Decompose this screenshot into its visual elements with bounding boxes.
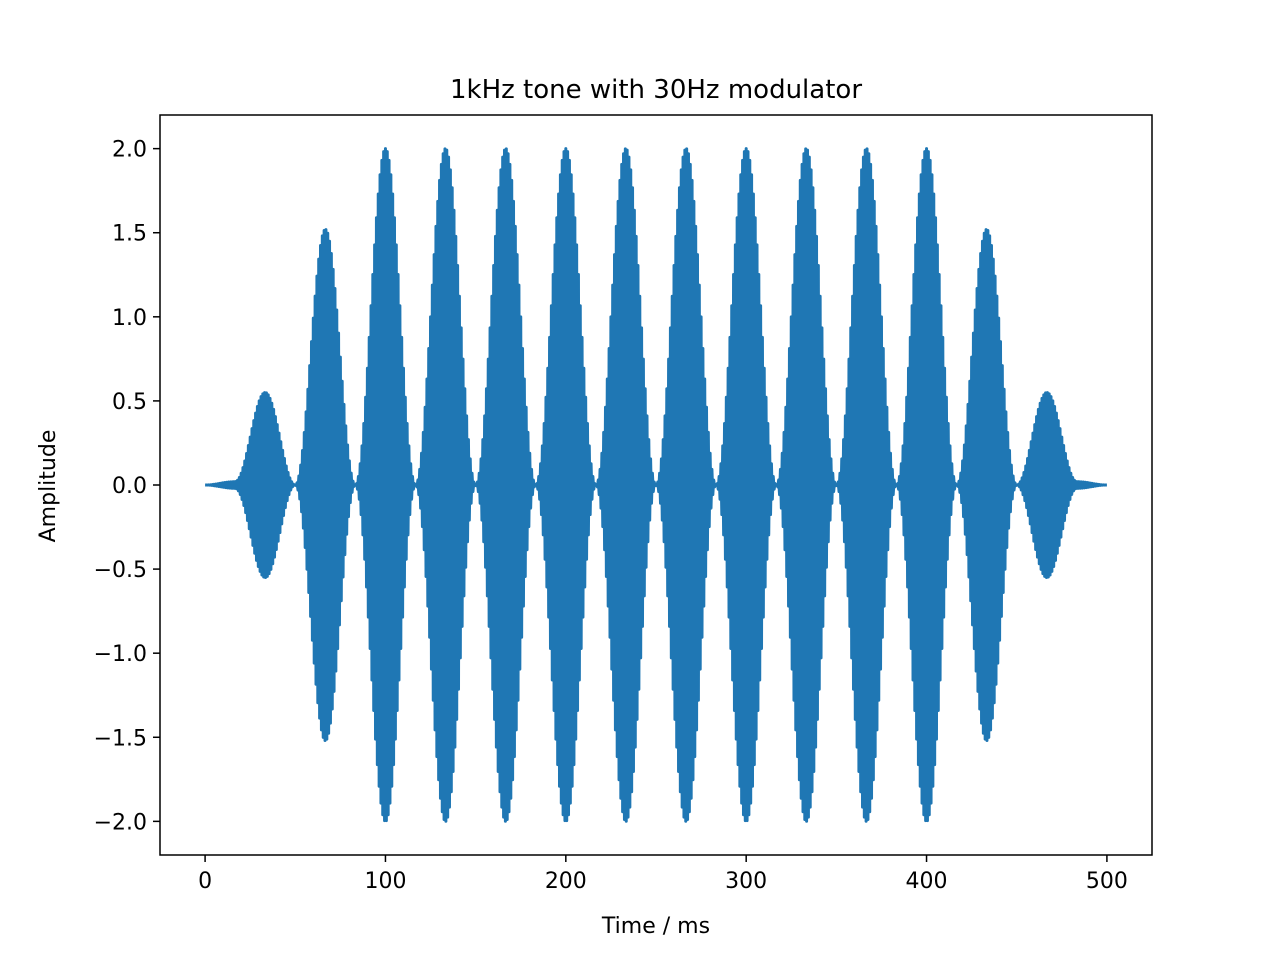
y-axis: 2.0 1.5 1.0 0.5 0.0 −0.5 −1.0 −1.5 −2.0	[94, 138, 160, 835]
y-tick-label: 0.5	[112, 390, 147, 415]
y-tick-label: −1.0	[94, 642, 147, 667]
y-tick-label: −2.0	[94, 810, 147, 835]
x-tick-label: 300	[725, 869, 767, 894]
y-axis-label: Amplitude	[36, 430, 61, 543]
x-tick-label: 0	[198, 869, 212, 894]
x-tick-label: 200	[545, 869, 587, 894]
y-tick-label: −1.5	[94, 726, 147, 751]
x-axis: 0 100 200 300 400 500	[198, 855, 1128, 894]
x-tick-label: 100	[364, 869, 406, 894]
chart-title: 1kHz tone with 30Hz modulator	[450, 75, 862, 105]
plot-area	[204, 147, 1108, 823]
x-axis-label: Time / ms	[601, 914, 710, 939]
y-tick-label: 1.0	[112, 306, 147, 331]
y-tick-label: −0.5	[94, 558, 147, 583]
x-tick-label: 400	[906, 869, 948, 894]
y-tick-label: 0.0	[112, 474, 147, 499]
signal-line	[204, 147, 1108, 823]
x-tick-label: 500	[1086, 869, 1128, 894]
y-tick-label: 2.0	[112, 138, 147, 163]
y-tick-label: 1.5	[112, 222, 147, 247]
axes-frame	[159, 114, 1153, 856]
